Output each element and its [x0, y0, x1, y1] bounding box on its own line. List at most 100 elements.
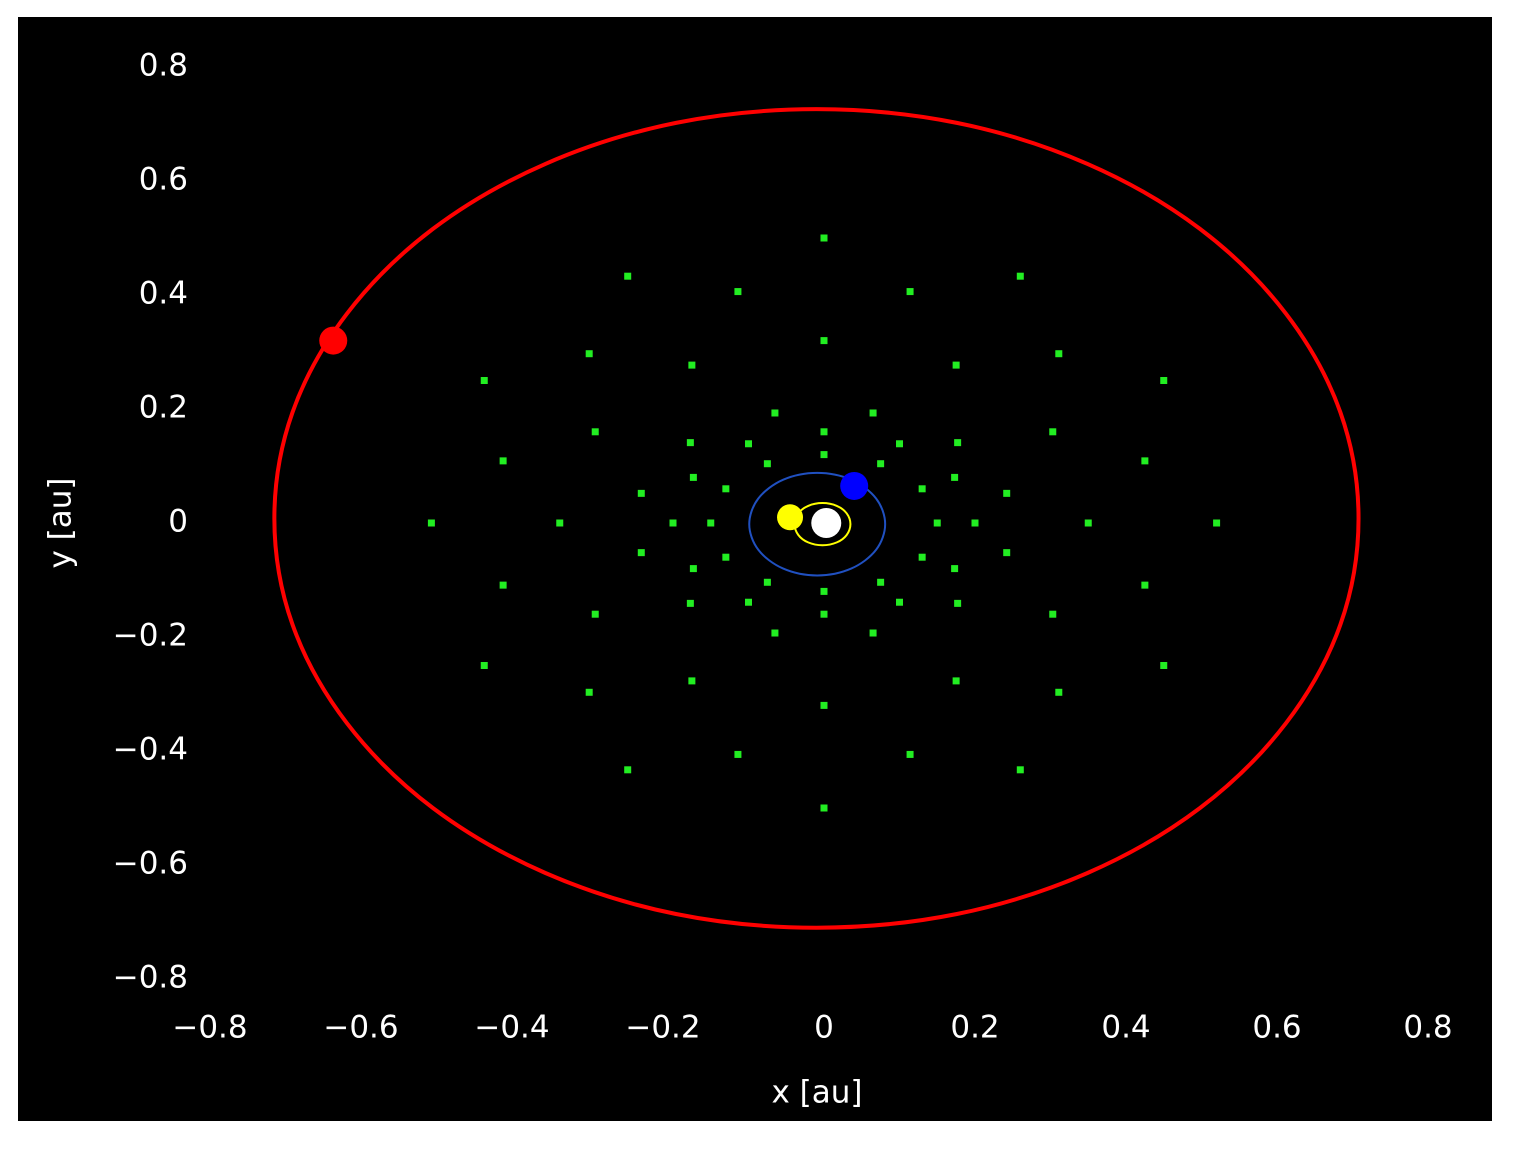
particle [933, 519, 941, 527]
particle [427, 519, 435, 527]
particle [1141, 581, 1149, 589]
particle [1016, 272, 1024, 280]
y-tick-label: −0.2 [113, 618, 188, 654]
y-tick-label: −0.8 [113, 960, 188, 996]
particle [877, 578, 885, 586]
particle [951, 565, 959, 573]
particle [820, 428, 828, 436]
y-axis-label: y [au] [43, 477, 79, 568]
particle [918, 553, 926, 561]
particle [906, 288, 914, 296]
particle [591, 428, 599, 436]
particle [763, 578, 771, 586]
particle [820, 234, 828, 242]
particle [1160, 662, 1168, 669]
particle [688, 677, 696, 685]
x-tick-label: 0 [814, 1010, 834, 1046]
y-tick-label: 0.4 [139, 276, 188, 312]
x-tick-label: 0.2 [950, 1010, 999, 1046]
particle [745, 440, 752, 448]
y-tick-label: 0.6 [139, 162, 188, 198]
particle [722, 553, 730, 561]
particle [480, 662, 488, 669]
particle [686, 599, 694, 607]
particle [906, 750, 914, 758]
particle [556, 519, 564, 527]
particle [952, 677, 960, 685]
particle [745, 598, 752, 606]
particle [591, 610, 599, 618]
particle [1049, 428, 1057, 436]
particle [1055, 350, 1063, 358]
particle [1055, 688, 1063, 696]
y-tick-label: 0.2 [139, 390, 188, 426]
particle [896, 598, 903, 606]
x-tick-label: 0.8 [1403, 1010, 1452, 1046]
particle [669, 519, 677, 527]
y-tick-label: 0 [168, 504, 188, 540]
y-tick-label: 0.8 [139, 48, 188, 84]
orbit [272, 107, 1361, 930]
plot-background [18, 17, 1492, 1121]
x-tick-label: −0.6 [323, 1010, 398, 1046]
particle [1003, 549, 1011, 557]
particle [722, 485, 730, 493]
particle [686, 439, 694, 447]
x-tick-label: 0.6 [1252, 1010, 1301, 1046]
particle [1003, 489, 1011, 497]
particle [954, 599, 962, 607]
particle [771, 409, 779, 417]
x-tick-label: −0.4 [474, 1010, 549, 1046]
particle [820, 610, 828, 618]
particle [877, 460, 885, 468]
particle [707, 519, 715, 527]
particle [763, 460, 771, 468]
particle [734, 750, 742, 758]
particle [954, 439, 962, 447]
particle [820, 804, 828, 812]
particle [689, 565, 697, 573]
x-axis-label: x [au] [771, 1075, 862, 1111]
particle [499, 581, 507, 589]
particle [1160, 377, 1168, 384]
particle [689, 473, 697, 481]
x-tick-label: −0.2 [625, 1010, 700, 1046]
particle [820, 701, 828, 709]
particle [480, 377, 488, 384]
particle [952, 361, 960, 369]
particle [637, 549, 645, 557]
particle [499, 457, 507, 465]
body [319, 326, 348, 355]
particle [734, 288, 742, 296]
particle [1084, 519, 1092, 527]
x-tick-label: −0.8 [172, 1010, 247, 1046]
particle [869, 629, 877, 637]
particle [771, 629, 779, 637]
particle [585, 350, 593, 358]
particle [1141, 457, 1149, 465]
particle [624, 272, 632, 280]
particle [869, 409, 877, 417]
particle [1016, 766, 1024, 774]
body [811, 508, 842, 538]
particle [1049, 610, 1057, 618]
x-tick-label: 0.4 [1101, 1010, 1150, 1046]
particle [624, 766, 632, 774]
y-tick-label: −0.6 [113, 846, 188, 882]
y-tick-label: −0.4 [113, 732, 188, 768]
particle [896, 440, 903, 448]
particle [820, 451, 828, 459]
body [777, 504, 804, 531]
particle [688, 361, 696, 369]
particle [971, 519, 979, 527]
body [840, 471, 869, 500]
particle [637, 489, 645, 497]
particle [951, 473, 959, 481]
particle [820, 587, 828, 595]
particle [918, 485, 926, 493]
particle [1213, 519, 1221, 527]
particle [820, 337, 828, 345]
particle [585, 688, 593, 696]
